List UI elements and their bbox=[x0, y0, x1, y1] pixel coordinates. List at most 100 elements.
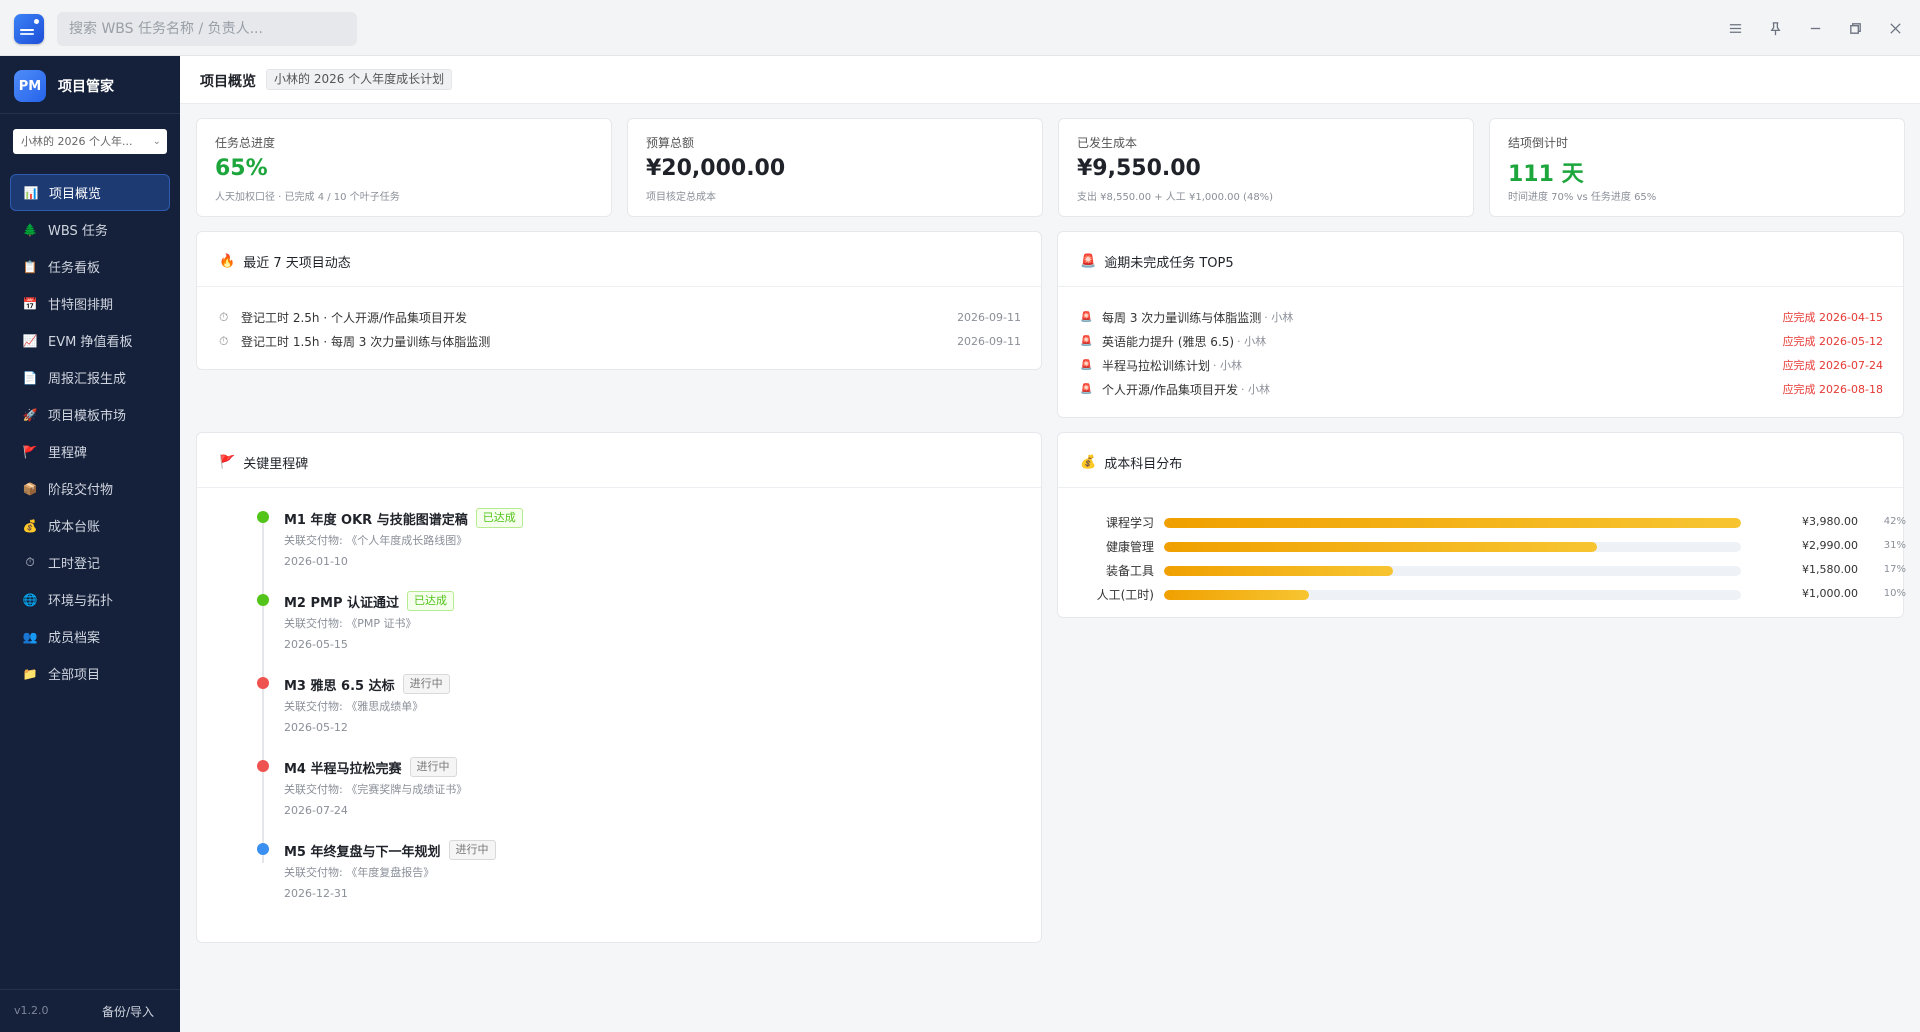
cost-bar-fill bbox=[1164, 566, 1394, 576]
milestone-status-badge: 进行中 bbox=[402, 674, 450, 694]
milestone-dot bbox=[257, 760, 269, 772]
money-bag-icon: 💰 bbox=[1080, 455, 1097, 470]
milestone-name: M4 半程马拉松完赛 bbox=[284, 761, 402, 777]
sidebar-item-label: 成员档案 bbox=[48, 631, 101, 646]
sidebar-item-label: 全部项目 bbox=[48, 668, 101, 683]
chevron-down-icon: ⌄ bbox=[152, 136, 161, 147]
overdue-task-row[interactable]: 🚨 个人开源/作品集项目开发 · 小林 应完成 2026-08-18 bbox=[1080, 377, 1883, 401]
brand-name: 项目管家 bbox=[58, 79, 114, 95]
sidebar-item[interactable]: 📊 项目概览 bbox=[10, 174, 170, 211]
money-bag-icon: 💰 bbox=[22, 518, 38, 533]
card-title: 🚨 逾期未完成任务 TOP5 bbox=[1080, 254, 1234, 271]
divider bbox=[0, 113, 180, 114]
activity-text: 登记工时 2.5h · 个人开源/作品集项目开发 bbox=[241, 310, 467, 325]
sidebar-item[interactable]: 📁 全部项目 bbox=[10, 655, 170, 692]
milestone-title: M5 年终复盘与下一年规划 进行中 bbox=[284, 840, 496, 860]
pin-icon[interactable] bbox=[1760, 14, 1790, 42]
globe-icon: 🌐 bbox=[22, 592, 38, 607]
milestone-name: M3 雅思 6.5 达标 bbox=[284, 678, 395, 694]
stopwatch-icon: ⏱ bbox=[219, 333, 229, 348]
sidebar-item-label: 任务看板 bbox=[48, 261, 101, 276]
sidebar-item[interactable]: 📦 阶段交付物 bbox=[10, 470, 170, 507]
sidebar-nav: 📊 项目概览 🌲 WBS 任务 📋 任务看板 📅 甘特图排期 📈 EVM 挣值看板 📄 周报汇报生成 🚀… bbox=[0, 174, 180, 692]
kpi-label: 预算总额 bbox=[646, 136, 695, 150]
kpi-value: 111 天 bbox=[1508, 162, 1584, 187]
milestone-dot bbox=[257, 594, 269, 606]
backup-import-button[interactable]: 备份/导入 bbox=[101, 1005, 154, 1019]
project-select[interactable]: 小林的 2026 个人年... ⌄ bbox=[13, 129, 167, 154]
sidebar-item[interactable]: 🚩 里程碑 bbox=[10, 433, 170, 470]
fire-icon: 🔥 bbox=[219, 254, 236, 269]
sidebar-item[interactable]: 📄 周报汇报生成 bbox=[10, 359, 170, 396]
cost-percent: 31% bbox=[1883, 540, 1906, 551]
sidebar-item[interactable]: 🌐 环境与拓扑 bbox=[10, 581, 170, 618]
cost-category-row: 人工(工时) ¥1,000.00 10% bbox=[1058, 584, 1906, 604]
cost-amount: ¥2,990.00 bbox=[1802, 539, 1858, 552]
cost-amount: ¥3,980.00 bbox=[1802, 515, 1858, 528]
restore-icon[interactable] bbox=[1840, 14, 1870, 42]
kpi-subtext: 项目核定总成本 bbox=[646, 192, 716, 203]
sidebar-item[interactable]: 📋 任务看板 bbox=[10, 248, 170, 285]
folder-icon: 📁 bbox=[22, 666, 38, 681]
milestone-status-badge: 已达成 bbox=[475, 508, 523, 528]
overdue-task-row[interactable]: 🚨 半程马拉松训练计划 · 小林 应完成 2026-07-24 bbox=[1080, 353, 1883, 377]
sidebar: PM 项目管家 小林的 2026 个人年... ⌄ 📊 项目概览 🌲 WBS 任务 📋 任… bbox=[0, 56, 180, 1032]
activity-row: ⏱ 登记工时 1.5h · 每周 3 次力量训练与体脂监测 2026-09-11 bbox=[219, 329, 1021, 353]
cost-category-name: 人工(工时) bbox=[1096, 588, 1154, 602]
menu-icon[interactable] bbox=[1720, 14, 1750, 42]
cost-bar-track bbox=[1164, 518, 1741, 528]
flag-icon: 🚩 bbox=[219, 455, 236, 470]
sidebar-item-label: 项目模板市场 bbox=[48, 409, 127, 424]
overdue-task-owner: · 小林 bbox=[1213, 359, 1243, 372]
flag-icon: 🚩 bbox=[22, 444, 38, 459]
tree-icon: 🌲 bbox=[22, 222, 38, 237]
milestones-card: 🚩 关键里程碑 M1 年度 OKR 与技能图谱定稿 已达成 关联交付物: 《个人年度成… bbox=[196, 432, 1042, 943]
card-title: 💰 成本科目分布 bbox=[1080, 455, 1183, 472]
kpi-value: ¥20,000.00 bbox=[646, 156, 786, 181]
milestone-item: M2 PMP 认证通过 已达成 关联交付物: 《PMP 证书》 2026-05-15 bbox=[257, 591, 857, 661]
sidebar-item[interactable]: 👥 成员档案 bbox=[10, 618, 170, 655]
milestone-status-badge: 进行中 bbox=[409, 757, 457, 777]
cost-bar-fill bbox=[1164, 590, 1309, 600]
card-header: 🔥 最近 7 天项目动态 bbox=[197, 232, 1041, 287]
overdue-due-date: 应完成 2026-05-12 bbox=[1782, 335, 1883, 348]
milestone-deliverable: 关联交付物: 《PMP 证书》 bbox=[284, 617, 417, 630]
overdue-task-row[interactable]: 🚨 每周 3 次力量训练与体脂监测 · 小林 应完成 2026-04-15 bbox=[1080, 305, 1883, 329]
activity-text: 登记工时 1.5h · 每周 3 次力量训练与体脂监测 bbox=[241, 334, 491, 349]
close-icon[interactable] bbox=[1880, 14, 1910, 42]
version-label: v1.2.0 bbox=[14, 1004, 49, 1017]
sidebar-item[interactable]: 📅 甘特图排期 bbox=[10, 285, 170, 322]
window-controls bbox=[1720, 14, 1910, 42]
search-input[interactable] bbox=[57, 12, 357, 46]
sidebar-footer: v1.2.0 备份/导入 bbox=[0, 989, 180, 1032]
kpi-subtext: 人天加权口径 · 已完成 4 / 10 个叶子任务 bbox=[215, 192, 400, 203]
cost-amount: ¥1,000.00 bbox=[1802, 587, 1858, 600]
cost-bar-fill bbox=[1164, 542, 1598, 552]
sidebar-item[interactable]: 💰 成本台账 bbox=[10, 507, 170, 544]
sidebar-item[interactable]: 🚀 项目模板市场 bbox=[10, 396, 170, 433]
milestone-deliverable: 关联交付物: 《雅思成绩单》 bbox=[284, 700, 424, 713]
card-header: 💰 成本科目分布 bbox=[1058, 433, 1903, 488]
cost-category-name: 装备工具 bbox=[1105, 564, 1154, 578]
milestone-item: M1 年度 OKR 与技能图谱定稿 已达成 关联交付物: 《个人年度成长路线图》 20… bbox=[257, 508, 857, 578]
milestone-name: M1 年度 OKR 与技能图谱定稿 bbox=[284, 512, 468, 528]
minimize-icon[interactable] bbox=[1800, 14, 1830, 42]
cost-category-row: 健康管理 ¥2,990.00 31% bbox=[1058, 536, 1906, 556]
cost-amount: ¥1,580.00 bbox=[1802, 563, 1858, 576]
milestone-dot bbox=[257, 511, 269, 523]
project-select-value: 小林的 2026 个人年... bbox=[21, 135, 133, 148]
milestone-item: M3 雅思 6.5 达标 进行中 关联交付物: 《雅思成绩单》 2026-05-12 bbox=[257, 674, 857, 744]
milestone-name: M5 年终复盘与下一年规划 bbox=[284, 844, 441, 860]
sidebar-item[interactable]: 📈 EVM 挣值看板 bbox=[10, 322, 170, 359]
sidebar-item[interactable]: 🌲 WBS 任务 bbox=[10, 211, 170, 248]
overdue-task-row[interactable]: 🚨 英语能力提升 (雅思 6.5) · 小林 应完成 2026-05-12 bbox=[1080, 329, 1883, 353]
milestone-date: 2026-01-10 bbox=[284, 555, 348, 568]
document-icon: 📄 bbox=[22, 370, 38, 385]
sidebar-item-label: 成本台账 bbox=[48, 520, 101, 535]
clipboard-icon: 📋 bbox=[22, 259, 38, 274]
card-title: 🚩 关键里程碑 bbox=[219, 455, 309, 472]
sidebar-item-label: WBS 任务 bbox=[48, 224, 108, 239]
calendar-icon: 📅 bbox=[22, 296, 38, 311]
cost-category-name: 健康管理 bbox=[1105, 540, 1154, 554]
sidebar-item[interactable]: ⏱ 工时登记 bbox=[10, 544, 170, 581]
